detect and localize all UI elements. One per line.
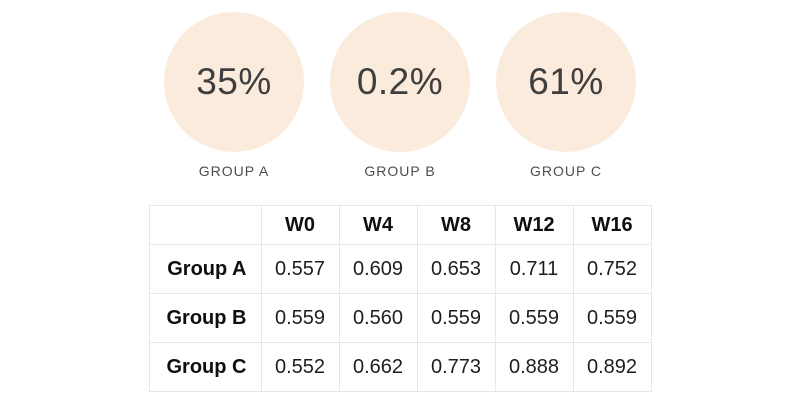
- stat-label-a: GROUP A: [198, 163, 270, 179]
- cell-b-w16: 0.559: [572, 293, 652, 343]
- cell-a-w16: 0.752: [572, 244, 652, 294]
- cell-c-w16: 0.892: [572, 342, 652, 392]
- table-corner-cell: [148, 205, 262, 245]
- stats-row: 35% GROUP A 0.2% GROUP B 61% GROUP C: [0, 0, 800, 179]
- cell-c-w4: 0.662: [338, 342, 418, 392]
- table-row-group-a: Group A 0.557 0.609 0.653 0.711 0.752: [148, 244, 652, 294]
- col-header-w8: W8: [416, 205, 496, 245]
- table-row-group-c: Group C 0.552 0.662 0.773 0.888 0.892: [148, 342, 652, 392]
- cell-b-w12: 0.559: [494, 293, 574, 343]
- stat-label-b: GROUP B: [364, 163, 436, 179]
- stat-circle-c: 61%: [496, 12, 636, 152]
- col-header-w16: W16: [572, 205, 652, 245]
- row-label-group-b: Group B: [148, 293, 262, 343]
- stat-value-c: 61%: [528, 61, 604, 102]
- data-table: W0 W4 W8 W12 W16 Group A 0.557 0.609 0.6…: [148, 205, 652, 392]
- cell-a-w0: 0.557: [260, 244, 340, 294]
- row-label-group-c: Group C: [148, 342, 262, 392]
- row-label-group-a: Group A: [148, 244, 262, 294]
- table-row-group-b: Group B 0.559 0.560 0.559 0.559 0.559: [148, 293, 652, 343]
- stat-circle-b: 0.2%: [330, 12, 470, 152]
- cell-b-w4: 0.560: [338, 293, 418, 343]
- stat-label-c: GROUP C: [529, 163, 603, 179]
- stat-group-c: 61% GROUP C: [496, 12, 636, 179]
- col-header-w0: W0: [260, 205, 340, 245]
- stat-group-a: 35% GROUP A: [164, 12, 304, 179]
- stat-group-b: 0.2% GROUP B: [330, 12, 470, 179]
- table-header-row: W0 W4 W8 W12 W16: [148, 205, 652, 245]
- stat-value-b: 0.2%: [356, 61, 444, 102]
- stat-circle-a: 35%: [164, 12, 304, 152]
- cell-b-w0: 0.559: [260, 293, 340, 343]
- col-header-w12: W12: [494, 205, 574, 245]
- cell-c-w0: 0.552: [260, 342, 340, 392]
- col-header-w4: W4: [338, 205, 418, 245]
- stat-value-a: 35%: [196, 61, 272, 102]
- cell-a-w8: 0.653: [416, 244, 496, 294]
- cell-b-w8: 0.559: [416, 293, 496, 343]
- cell-a-w12: 0.711: [494, 244, 574, 294]
- cell-c-w8: 0.773: [416, 342, 496, 392]
- cell-a-w4: 0.609: [338, 244, 418, 294]
- cell-c-w12: 0.888: [494, 342, 574, 392]
